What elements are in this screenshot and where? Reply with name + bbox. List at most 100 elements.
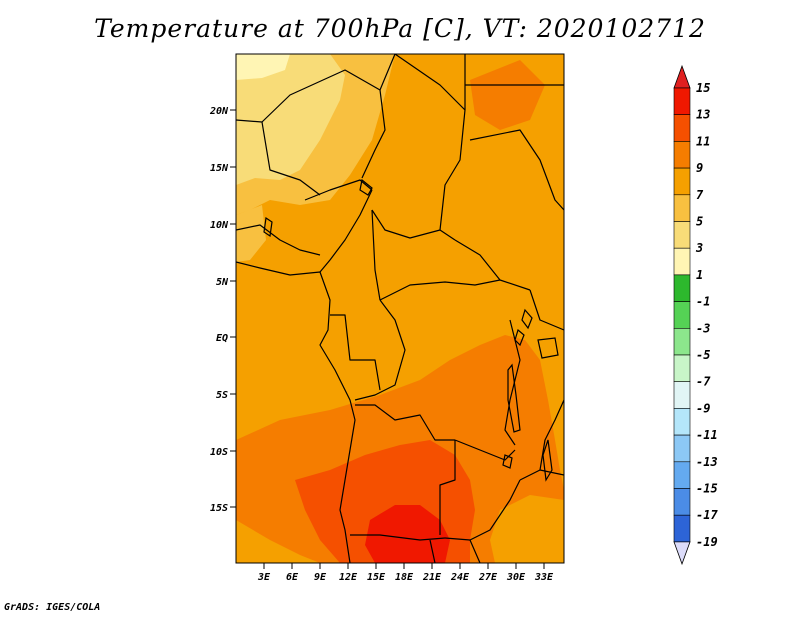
lake-mweru	[502, 454, 513, 469]
colorbar-segment	[673, 434, 691, 463]
lat-label-10s: 10S	[210, 447, 228, 458]
lon-label-12e: 12E	[339, 572, 358, 583]
lon-label-21e: 21E	[422, 572, 442, 583]
colorbar-label: 13	[696, 108, 710, 122]
lon-label-27e: 27E	[478, 572, 498, 583]
colorbar-label: -3	[696, 321, 710, 335]
lake-victoria	[537, 337, 559, 359]
lat-labels: 20N 15N 10N 5N EQ 5S 10S 15S	[209, 106, 229, 514]
colorbar-label: 3	[695, 241, 703, 255]
border-sudan-south	[454, 239, 531, 291]
border-car-south	[379, 279, 501, 301]
colorbar-label: -17	[696, 508, 718, 522]
colorbar-label: 5	[696, 215, 703, 229]
border-algeria-mali	[236, 69, 381, 123]
colorbar-label: -9	[696, 401, 710, 415]
lake-tanganyika	[507, 363, 521, 433]
lake-kivu	[514, 328, 525, 347]
border-uganda-kenya	[529, 289, 564, 331]
colorbar-label: -19	[696, 535, 718, 549]
lat-ticks	[230, 109, 236, 508]
border-zambia-south	[444, 479, 521, 541]
border-mali-niger	[261, 121, 321, 196]
border-niger-nigeria	[304, 179, 373, 201]
lat-label-15n: 15N	[210, 163, 229, 174]
colorbar-segment	[673, 327, 691, 356]
lon-ticks	[263, 563, 545, 569]
colorbar-top-arrow	[673, 64, 691, 89]
lake-albert	[521, 308, 533, 330]
field-15-plus-core	[365, 505, 450, 563]
colorbar-label: -15	[696, 482, 718, 496]
lon-label-15e: 15E	[367, 572, 386, 583]
border-angola-namibia	[350, 534, 446, 541]
colorbar-label: -1	[696, 295, 710, 309]
colorbar-segment	[673, 221, 691, 249]
field-11-13-northeast	[470, 60, 545, 130]
border-ethiopia	[469, 129, 564, 211]
lakes	[263, 178, 559, 482]
temperature-field	[236, 54, 564, 563]
border-niger-chad	[361, 89, 386, 179]
map-frame	[235, 53, 565, 564]
colorbar-segment	[673, 167, 691, 196]
border-egypt-sudan	[464, 54, 564, 110]
grads-credit: GrADS: IGES/COLA	[4, 602, 101, 613]
border-nigeria-cameroon	[319, 189, 373, 273]
colorbar-label: -13	[696, 455, 718, 469]
lon-labels: 3E 6E 9E 12E 15E 18E 21E 24E 27E 30E 33E	[257, 572, 554, 583]
lat-label-eq: EQ	[216, 333, 228, 344]
colorbar-segment	[673, 141, 691, 169]
colorbar-segment	[673, 194, 691, 222]
border-drc-east	[504, 319, 521, 446]
border-niger-libya	[379, 54, 396, 91]
colorbar-label: 9	[696, 161, 703, 175]
field-9-11-southwest	[236, 520, 320, 563]
lon-label-9e: 9E	[314, 572, 327, 583]
colorbar-segment	[673, 488, 691, 516]
lon-label-3e: 3E	[257, 572, 271, 583]
border-angola-zambia	[439, 440, 456, 535]
border-zambia-drc	[454, 439, 516, 461]
lon-label-18e: 18E	[395, 572, 414, 583]
field-7-9-coast	[236, 205, 266, 262]
lake-volta	[263, 216, 273, 238]
lon-label-24e: 24E	[450, 572, 470, 583]
colorbar-segment	[673, 247, 691, 276]
field-5-7-northwest	[236, 54, 345, 185]
colorbar-label: 7	[696, 188, 704, 202]
colorbar-segment	[673, 514, 691, 543]
colorbar-segment	[673, 381, 691, 409]
colorbar: 15 13 11 9 7 5 3 1 -1 -3 -5 -7 -9 -11 -13 -15 -17 -19	[673, 64, 718, 566]
colorbar-bottom-arrow	[673, 541, 691, 566]
border-west-coast-states	[236, 224, 321, 256]
colorbar-label: 11	[696, 134, 710, 148]
colorbar-segment	[673, 301, 691, 329]
border-drc-angola	[355, 404, 455, 441]
lat-label-20n: 20N	[209, 106, 229, 117]
lon-label-30e: 30E	[506, 572, 526, 583]
country-borders	[236, 54, 564, 563]
lon-label-33e: 33E	[534, 572, 554, 583]
border-namibia-botswana	[429, 539, 481, 563]
colorbar-label: -7	[696, 375, 711, 389]
border-cameroon-chad	[371, 209, 381, 301]
lon-label-6e: 6E	[286, 572, 299, 583]
map-title: Temperature at 700hPa [C], VT: 202010271…	[94, 14, 706, 43]
border-chad-car	[371, 209, 441, 239]
lat-label-15s: 15S	[210, 503, 228, 514]
colorbar-label: -5	[696, 348, 710, 362]
field-3-5-northwest	[236, 54, 290, 80]
colorbar-segment	[673, 354, 691, 383]
colorbar-label: 15	[696, 81, 710, 95]
colorbar-segment	[673, 114, 691, 142]
colorbar-segment	[673, 87, 691, 116]
colorbar-label: 1	[696, 268, 703, 282]
colorbar-segment	[673, 461, 691, 489]
border-gabon-congo	[330, 314, 381, 391]
lat-label-5s: 5S	[216, 390, 228, 401]
border-libya-sudan	[394, 54, 466, 111]
colorbar-segment	[673, 274, 691, 302]
border-chad-sudan	[439, 109, 466, 241]
